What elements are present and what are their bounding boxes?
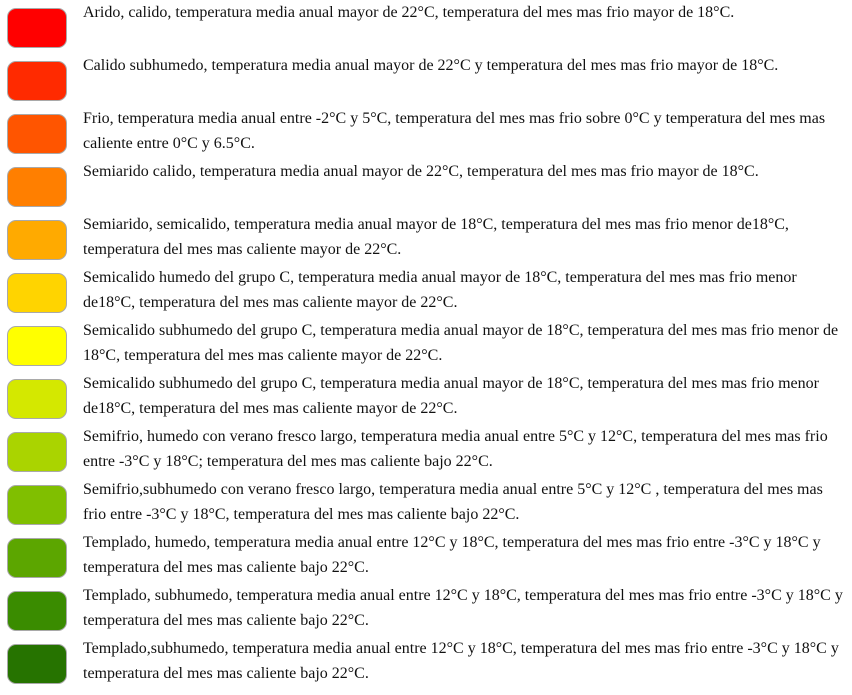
legend-label: Semiarido calido, temperatura media anua… [83,163,759,180]
legend-item: Templado, subhumedo, temperatura media a… [0,583,852,637]
legend-item: Arido, calido, temperatura media anual m… [0,0,852,54]
legend-label: Semifrio, humedo con verano fresco largo… [83,428,828,470]
legend-label: Semiarido, semicalido, temperatura media… [83,216,789,258]
legend-swatch [7,644,67,684]
legend-label: Calido subhumedo, temperatura media anua… [83,57,779,74]
legend-swatch [7,432,67,472]
legend-swatch [7,538,67,578]
legend-item: Semicalido subhumedo del grupo C, temper… [0,371,852,425]
legend-label: Semicalido humedo del grupo C, temperatu… [83,269,797,311]
legend-item: Templado,subhumedo, temperatura media an… [0,636,852,690]
legend-item: Calido subhumedo, temperatura media anua… [0,53,852,107]
legend-swatch [7,485,67,525]
legend-swatch [7,220,67,260]
legend-swatch [7,326,67,366]
legend-label: Templado, subhumedo, temperatura media a… [83,587,843,629]
legend-swatch [7,167,67,207]
legend-label: Arido, calido, temperatura media anual m… [83,4,735,21]
legend-item: Semifrio, humedo con verano fresco largo… [0,424,852,478]
legend-label: Semifrio,subhumedo con verano fresco lar… [83,481,823,523]
legend-swatch [7,61,67,101]
legend-swatch [7,114,67,154]
legend-swatch [7,379,67,419]
legend-label: Templado, humedo, temperatura media anua… [83,534,821,576]
legend-label: Semicalido subhumedo del grupo C, temper… [83,375,819,417]
legend-label: Templado,subhumedo, temperatura media an… [83,640,839,682]
legend-label: Semicalido subhumedo del grupo C, temper… [83,322,839,364]
legend-item: Semiarido calido, temperatura media anua… [0,159,852,213]
legend-item: Semiarido, semicalido, temperatura media… [0,212,852,266]
legend-item: Templado, humedo, temperatura media anua… [0,530,852,584]
legend-swatch [7,273,67,313]
legend-label: Frio, temperatura media anual entre -2°C… [83,110,826,152]
legend-item: Semicalido subhumedo del grupo C, temper… [0,318,852,372]
legend-item: Frio, temperatura media anual entre -2°C… [0,106,852,160]
legend-swatch [7,591,67,631]
legend-item: Semifrio,subhumedo con verano fresco lar… [0,477,852,531]
legend-item: Semicalido humedo del grupo C, temperatu… [0,265,852,319]
legend-swatch [7,8,67,48]
